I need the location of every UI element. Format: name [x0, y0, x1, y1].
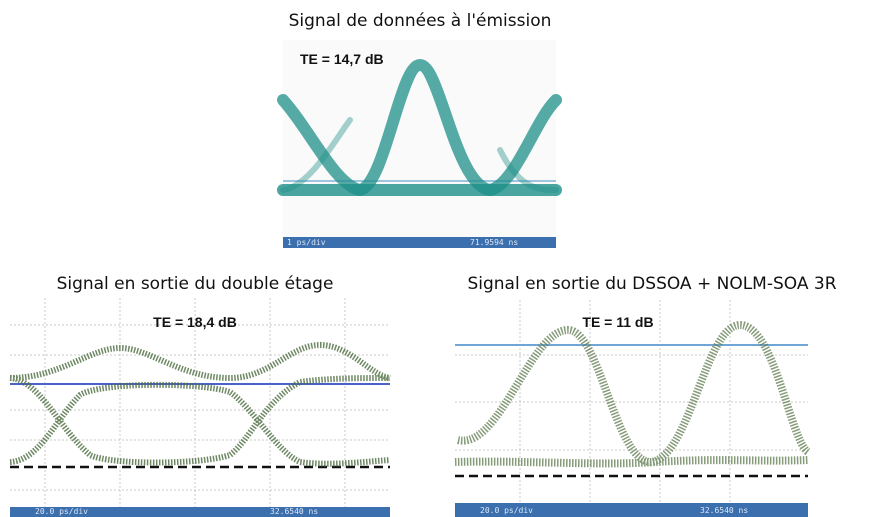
panel-title: Signal en sortie du DSSOA + NOLM-SOA 3R: [467, 274, 836, 294]
scope-2: 20.0 ps/div 32.6540 ns TE = 18,4 dB Sign…: [9, 274, 391, 517]
footer-bar: [283, 237, 556, 248]
footer-left: 20.0 ps/div: [35, 507, 88, 516]
scope-1: 1 ps/div 71.9594 ns TE = 14,7 dB Signal …: [277, 11, 562, 248]
te-label: TE = 18,4 dB: [153, 314, 237, 330]
grid: [10, 298, 390, 507]
grid: [455, 300, 808, 503]
te-label: TE = 11 dB: [582, 314, 653, 330]
scope-3: 20.0 ps/div 32.6540 ns TE = 11 dB Signal…: [454, 274, 837, 517]
screen: [283, 40, 556, 248]
eye-trace: [454, 320, 811, 468]
footer-bar: [10, 507, 390, 517]
te-label: TE = 14,7 dB: [300, 51, 384, 67]
footer-left: 1 ps/div: [287, 238, 326, 247]
footer-right: 32.6540 ns: [270, 507, 318, 516]
footer-left: 20.0 ps/div: [480, 506, 533, 515]
eye-trace: [277, 58, 562, 197]
footer-right: 71.9594 ns: [470, 238, 518, 247]
panel-title: Signal de données à l'émission: [289, 11, 552, 31]
panel-title: Signal en sortie du double étage: [57, 274, 334, 294]
eye-trace: [9, 341, 391, 467]
footer-right: 32.6540 ns: [700, 506, 748, 515]
screen: [10, 298, 390, 517]
screen: [455, 300, 808, 517]
footer-bar: [455, 503, 808, 517]
